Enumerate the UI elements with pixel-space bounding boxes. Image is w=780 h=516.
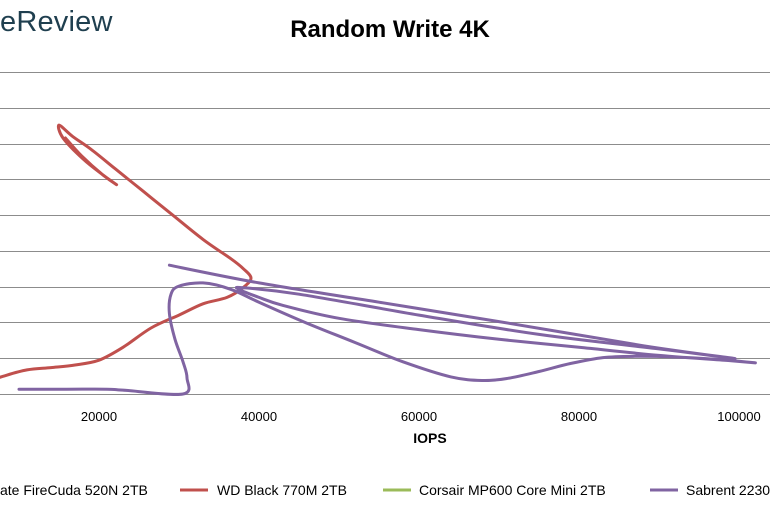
series-line-3 <box>17 263 757 396</box>
series-line-1 <box>0 123 253 379</box>
legend-label-0: ate FireCuda 520N 2TB <box>0 482 148 498</box>
x-axis-label: IOPS <box>413 430 447 446</box>
x-tick-labels: 20000 40000 60000 80000 100000 <box>81 409 761 424</box>
x-tick-label: 80000 <box>561 409 597 424</box>
legend-label-1: WD Black 770M 2TB <box>217 482 347 498</box>
x-tick-label: 60000 <box>401 409 437 424</box>
series-lines <box>0 123 757 396</box>
chart-title: Random Write 4K <box>290 16 490 43</box>
x-tick-label: 100000 <box>717 409 760 424</box>
legend-label-2: Corsair MP600 Core Mini 2TB <box>419 482 606 498</box>
x-tick-label: 40000 <box>241 409 277 424</box>
legend-label-3: Sabrent 2230 <box>686 482 770 498</box>
brand-logo-text: eReview <box>0 6 113 38</box>
gridlines <box>0 72 770 395</box>
legend: ate FireCuda 520N 2TB WD Black 770M 2TB Co… <box>0 482 770 498</box>
x-tick-label: 20000 <box>81 409 117 424</box>
